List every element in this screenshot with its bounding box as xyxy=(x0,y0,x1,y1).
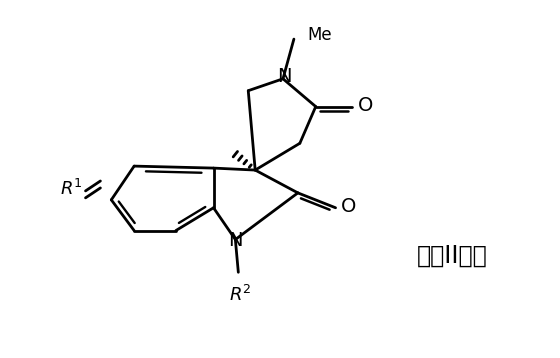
Text: $R^2$: $R^2$ xyxy=(229,285,251,305)
Text: $R^1$: $R^1$ xyxy=(60,179,82,199)
Text: O: O xyxy=(341,197,356,216)
Text: Me: Me xyxy=(308,26,333,44)
Text: N: N xyxy=(277,67,291,86)
Text: N: N xyxy=(228,231,242,250)
Text: 式（II）；: 式（II）； xyxy=(417,243,488,267)
Text: O: O xyxy=(358,96,373,115)
